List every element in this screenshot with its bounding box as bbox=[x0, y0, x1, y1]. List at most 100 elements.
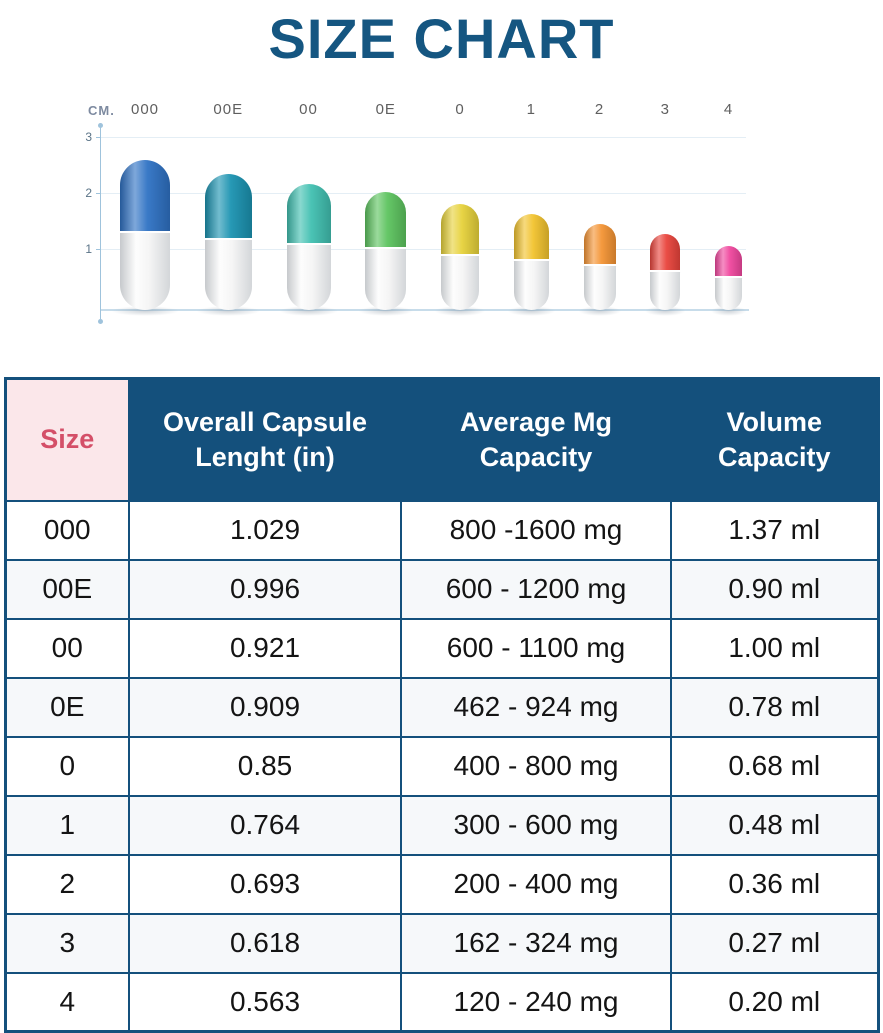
capsule-size-label: 0E bbox=[375, 101, 396, 118]
table-row: 00 0.921 600 - 1100 mg 1.00 ml bbox=[4, 617, 879, 679]
capsule-size-label: 1 bbox=[526, 101, 536, 118]
capsule-body bbox=[120, 232, 170, 310]
cell-length: 0.921 bbox=[128, 617, 402, 679]
capsule-cap bbox=[365, 192, 407, 248]
capsule-body bbox=[204, 239, 252, 310]
table-row: 2 0.693 200 - 400 mg 0.36 ml bbox=[4, 853, 879, 915]
cell-length: 0.996 bbox=[128, 558, 402, 620]
capsule-column-2: 2 bbox=[583, 101, 616, 310]
cell-volume: 0.27 ml bbox=[670, 912, 879, 974]
cell-size: 000 bbox=[4, 499, 130, 561]
cell-length: 1.029 bbox=[128, 499, 402, 561]
capsule-body bbox=[365, 249, 407, 310]
y-axis-line bbox=[100, 127, 101, 319]
capsule-column-3: 3 bbox=[650, 101, 681, 310]
capsule-illustration-1 bbox=[513, 214, 549, 310]
size-table: Size Overall Capsule Lenght (in) Average… bbox=[3, 377, 880, 1033]
capsule-size-label: 3 bbox=[660, 101, 670, 118]
cell-length: 0.563 bbox=[128, 971, 402, 1033]
header-volume-capacity: Volume Capacity bbox=[670, 377, 879, 502]
capsule-body bbox=[650, 271, 681, 310]
cell-mg: 120 - 240 mg bbox=[400, 971, 672, 1033]
header-mg-capacity: Average Mg Capacity bbox=[400, 377, 672, 502]
capsule-body bbox=[583, 266, 616, 310]
capsule-illustration-3 bbox=[650, 234, 681, 310]
axis-tick-mark bbox=[96, 137, 105, 138]
capsule-column-00: 00 bbox=[286, 101, 331, 310]
cell-mg: 800 -1600 mg bbox=[400, 499, 672, 561]
cell-length: 0.618 bbox=[128, 912, 402, 974]
cell-volume: 0.48 ml bbox=[670, 794, 879, 856]
table-row: 0E 0.909 462 - 924 mg 0.78 ml bbox=[4, 676, 879, 738]
axis-end-dot bbox=[98, 123, 103, 128]
page-title: SIZE CHART bbox=[268, 7, 615, 70]
cell-size: 0E bbox=[4, 676, 130, 738]
capsule-cap bbox=[286, 184, 331, 244]
cell-volume: 0.90 ml bbox=[670, 558, 879, 620]
capsule-cap bbox=[120, 160, 170, 231]
capsule-cap bbox=[441, 204, 479, 254]
capsule-column-00e: 00E bbox=[204, 101, 252, 310]
capsule-cap bbox=[583, 224, 616, 265]
cell-mg: 162 - 324 mg bbox=[400, 912, 672, 974]
header-length: Overall Capsule Lenght (in) bbox=[128, 377, 402, 502]
capsule-cap bbox=[513, 214, 549, 260]
capsule-illustration-0e bbox=[365, 192, 407, 310]
capsule-column-000: 000 bbox=[120, 101, 170, 310]
table-row: 1 0.764 300 - 600 mg 0.48 ml bbox=[4, 794, 879, 856]
table-row: 3 0.618 162 - 324 mg 0.27 ml bbox=[4, 912, 879, 974]
gridline bbox=[101, 249, 746, 250]
cell-size: 00 bbox=[4, 617, 130, 679]
gridline bbox=[101, 137, 746, 138]
capsule-size-diagram: CM. 3 2 1 000 00E 00 0E 0 1 bbox=[0, 73, 883, 343]
capsule-body bbox=[286, 245, 331, 310]
cell-volume: 1.37 ml bbox=[670, 499, 879, 561]
cell-volume: 0.78 ml bbox=[670, 676, 879, 738]
cell-size: 4 bbox=[4, 971, 130, 1033]
cell-size: 0 bbox=[4, 735, 130, 797]
cell-mg: 300 - 600 mg bbox=[400, 794, 672, 856]
cell-size: 00E bbox=[4, 558, 130, 620]
cell-volume: 0.20 ml bbox=[670, 971, 879, 1033]
capsule-cap bbox=[204, 174, 252, 238]
cell-mg: 600 - 1200 mg bbox=[400, 558, 672, 620]
capsule-illustration-2 bbox=[583, 224, 616, 310]
cell-mg: 400 - 800 mg bbox=[400, 735, 672, 797]
axis-tick-label: 3 bbox=[85, 130, 92, 144]
capsule-column-4: 4 bbox=[715, 101, 742, 310]
capsule-cap bbox=[650, 234, 681, 270]
cell-volume: 1.00 ml bbox=[670, 617, 879, 679]
cell-size: 3 bbox=[4, 912, 130, 974]
capsule-size-label: 000 bbox=[130, 101, 160, 118]
axis-end-dot bbox=[98, 319, 103, 324]
capsule-column-0: 0 bbox=[441, 101, 479, 310]
table-row: 4 0.563 120 - 240 mg 0.20 ml bbox=[4, 971, 879, 1033]
table-row: 000 1.029 800 -1600 mg 1.37 ml bbox=[4, 499, 879, 561]
capsule-size-label: 2 bbox=[594, 101, 605, 118]
axis-tick-label: 1 bbox=[85, 242, 92, 256]
cell-length: 0.909 bbox=[128, 676, 402, 738]
gridline bbox=[101, 193, 746, 194]
cell-volume: 0.36 ml bbox=[670, 853, 879, 915]
cell-size: 2 bbox=[4, 853, 130, 915]
cell-length: 0.764 bbox=[128, 794, 402, 856]
capsule-column-1: 1 bbox=[513, 101, 549, 310]
axis-tick-mark bbox=[96, 193, 105, 194]
capsules-row: 000 00E 00 0E 0 1 2 3 bbox=[120, 101, 742, 310]
capsule-illustration-0 bbox=[441, 204, 479, 310]
axis-tick-label: 2 bbox=[85, 186, 92, 200]
capsule-body bbox=[513, 261, 549, 310]
capsule-size-label: 00 bbox=[299, 101, 318, 118]
capsule-illustration-00 bbox=[286, 184, 331, 310]
cell-length: 0.693 bbox=[128, 853, 402, 915]
capsule-body bbox=[441, 255, 479, 310]
capsule-size-label: 00E bbox=[213, 101, 244, 118]
table-row: 00E 0.996 600 - 1200 mg 0.90 ml bbox=[4, 558, 879, 620]
header-size: Size bbox=[4, 377, 130, 502]
capsule-illustration-00e bbox=[204, 174, 252, 310]
capsule-cap bbox=[715, 246, 742, 277]
capsule-illustration-000 bbox=[120, 160, 170, 310]
axis-unit-label: CM. bbox=[88, 103, 115, 118]
capsule-size-label: 4 bbox=[723, 101, 734, 118]
baseline bbox=[101, 309, 749, 311]
